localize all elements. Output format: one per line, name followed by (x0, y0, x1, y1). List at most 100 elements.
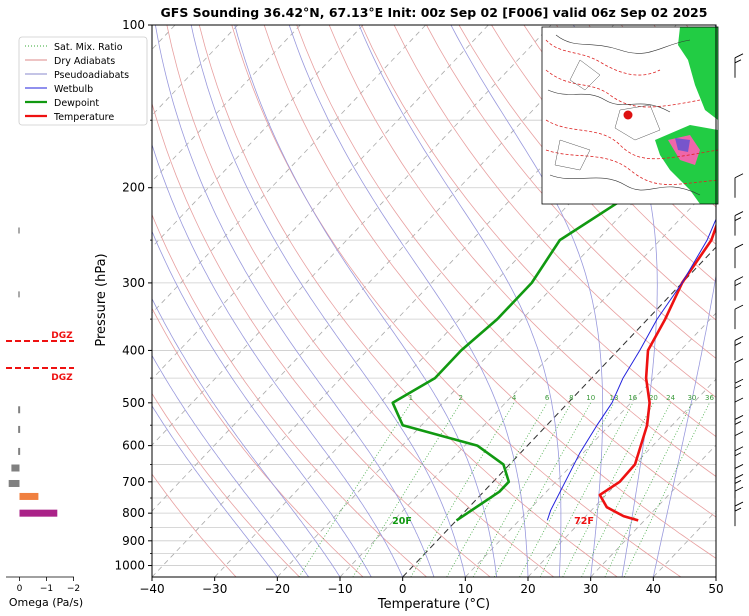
mixing-ratio-label: 20 (649, 394, 658, 402)
isotherm-line (402, 246, 716, 577)
wind-barb-flag (734, 276, 744, 282)
y-axis-ticks: 100 200 300 400 500 600 700 800 900 1000 (114, 18, 152, 573)
pseudoadiabat (450, 25, 604, 577)
pseudoadiabat (358, 25, 562, 577)
mixing-ratio-line (446, 402, 548, 577)
x-tick-label: 50 (708, 582, 723, 596)
series-wetbulb-line (546, 217, 716, 521)
wind-barb-flag (734, 501, 744, 507)
y-tick-label: 700 (122, 475, 145, 489)
y-tick-label: 900 (122, 534, 145, 548)
omega-bar (18, 447, 21, 455)
dry-adiabat (152, 473, 237, 577)
thermo-lines (152, 25, 749, 577)
isotherm-line (152, 25, 489, 380)
dry-adiabat (491, 25, 716, 283)
x-tick-label: −30 (202, 582, 227, 596)
y-tick-label: 1000 (114, 559, 145, 573)
omega-tick-label: −1 (40, 584, 53, 594)
mixing-ratio-line (604, 402, 693, 577)
mixing-ratio-label: 36 (705, 394, 714, 402)
legend-dewpoint: Dewpoint (54, 98, 99, 109)
omega-bar (19, 509, 58, 517)
temperature-surface-label: 72F (574, 516, 594, 527)
pseudoadiabat (152, 298, 341, 577)
legend-pseudoadiabats: Pseudoadiabats (54, 70, 129, 81)
pseudoadiabat (152, 230, 372, 577)
wind-barb-flag (734, 336, 744, 341)
isotherm-line (590, 444, 716, 577)
dry-adiabat (719, 25, 749, 577)
y-tick-label: 300 (122, 276, 145, 290)
wind-barb-flag (734, 282, 742, 287)
isotherm-line (152, 25, 301, 182)
wind-barb-flag (734, 378, 744, 384)
y-tick-label: 500 (122, 396, 145, 410)
wind-barbs (734, 53, 744, 527)
wind-barb-flag (734, 507, 742, 512)
dry-adiabat (361, 25, 716, 438)
wind-barb-flag (734, 243, 744, 249)
isotherm-line (152, 25, 364, 248)
x-tick-label: 30 (583, 582, 598, 596)
legend-dry-adiabats: Dry Adiabats (54, 56, 115, 67)
sounding-location-marker (623, 110, 633, 120)
mixing-ratio-label: 2 (458, 394, 462, 402)
wind-barb-flag (734, 474, 744, 479)
pseudoadiabat (152, 405, 278, 577)
omega-panel: 0 −1 −2 (6, 227, 80, 594)
mixing-ratio-line (298, 402, 412, 577)
x-axis-label: Temperature (°C) (377, 597, 490, 612)
mixing-ratio-line (581, 402, 671, 577)
y-tick-label: 800 (122, 506, 145, 520)
wind-barb-flag (734, 53, 744, 59)
y-tick-label: 400 (122, 343, 145, 357)
dry-adiabat (152, 392, 300, 577)
wind-barb-flag (734, 452, 742, 457)
isotherm-line (715, 576, 716, 577)
legend-wetbulb: Wetbulb (54, 84, 93, 95)
isotherm-line (152, 25, 615, 512)
dry-adiabat (426, 25, 716, 359)
x-tick-label: −40 (139, 582, 164, 596)
wind-barb-flag (734, 342, 742, 346)
mixing-ratio-label: 8 (569, 394, 573, 402)
dry-adiabat (231, 25, 682, 577)
legend-sat-mix-ratio: Sat. Mix. Ratio (54, 42, 123, 53)
y-tick-label: 600 (122, 439, 145, 453)
isotherm-line (465, 312, 716, 577)
omega-bar (11, 464, 20, 472)
y-axis-label: Pressure (hPa) (94, 253, 109, 346)
dewpoint-surface-label: 20F (392, 516, 412, 527)
y-tick-label: 200 (122, 181, 145, 195)
mixing-ratio-line (623, 402, 710, 577)
wind-barb-flag (734, 217, 742, 221)
chart-title: GFS Sounding 36.42°N, 67.13°E Init: 00z … (161, 5, 708, 20)
mixing-ratio-line (410, 402, 515, 577)
mixing-ratio-line (519, 402, 615, 577)
grid-layer (152, 25, 716, 577)
dry-adiabat (296, 25, 716, 518)
omega-bar (8, 479, 20, 487)
legend: Sat. Mix. Ratio Dry Adiabats Pseudoadiab… (18, 36, 148, 126)
pseudoadiabat (152, 354, 310, 577)
pseudoadiabat (152, 143, 404, 577)
wind-barb-flag (734, 59, 742, 64)
wind-barb-flag (734, 480, 742, 484)
y-tick-label: 100 (122, 18, 145, 32)
wind-barb-flag (734, 173, 744, 179)
series-temperature-line (598, 222, 716, 522)
mixing-ratio-label: 6 (545, 394, 550, 402)
plot-frame (151, 24, 717, 578)
mixing-ratio-line (472, 402, 572, 577)
omega-bar (18, 425, 21, 433)
mixing-ratio-line (539, 402, 634, 577)
wind-barb-flag (734, 384, 742, 389)
pseudoadiabat (155, 25, 435, 577)
omega-bar (19, 492, 39, 500)
omega-bar (18, 406, 21, 414)
legend-temperature: Temperature (53, 112, 114, 123)
mixing-ratio-label: 16 (628, 394, 637, 402)
dry-adiabat (198, 25, 618, 577)
